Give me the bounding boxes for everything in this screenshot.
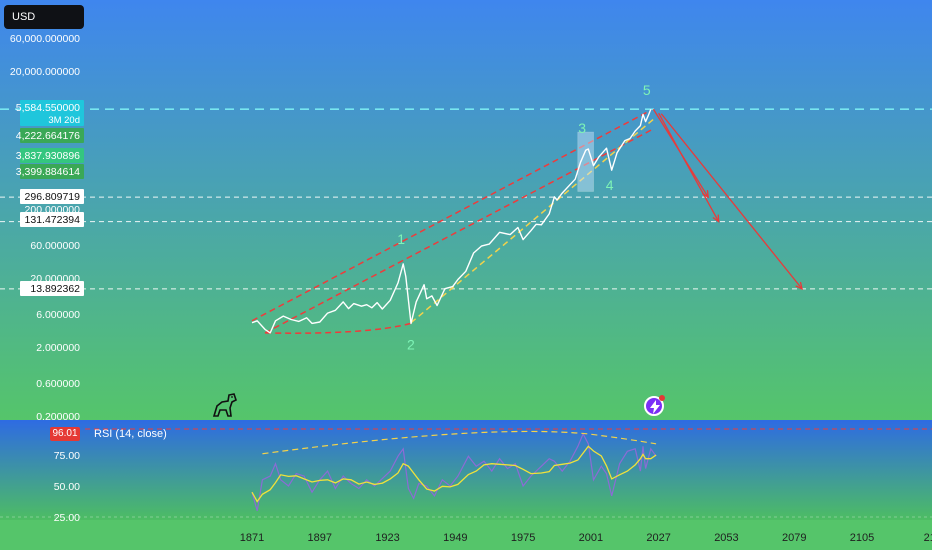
price-badge-label: 131.472394	[25, 214, 81, 226]
price-badge[interactable]	[20, 189, 84, 204]
price-badge[interactable]	[20, 100, 84, 126]
price-badge-label: 3,399.884614	[16, 166, 80, 178]
price-badge[interactable]	[20, 281, 84, 296]
price-axis-tick: 6.000000	[36, 309, 80, 321]
highlight-box[interactable]	[577, 131, 594, 192]
price-axis-tick: 2.000000	[36, 342, 80, 354]
rsi-value-badge: 96.01	[50, 427, 80, 441]
main-pane-background	[0, 0, 932, 420]
arrow-head	[795, 281, 803, 291]
channel-base-curve[interactable]	[265, 322, 412, 334]
wave-label-1: 1	[397, 231, 405, 247]
time-axis-tick: 2079	[782, 532, 806, 544]
price-axis-tick: 20,000.000000	[10, 66, 80, 78]
projection-arrow[interactable]	[658, 112, 720, 222]
time-axis-tick: 1897	[308, 532, 332, 544]
price-axis-tick: 0.200000	[36, 411, 80, 423]
price-badge[interactable]	[20, 212, 84, 227]
time-axis-tick: 1975	[511, 532, 535, 544]
price-badge-sublabel: 3M 20d	[48, 115, 80, 126]
rsi-ma-line[interactable]	[251, 445, 657, 503]
price-series-line[interactable]	[251, 108, 652, 334]
price-badge-label: 5,584.550000	[16, 102, 80, 114]
price-axis-tick: 0.600000	[36, 378, 80, 390]
price-badge[interactable]	[20, 164, 84, 179]
time-axis-tick: 1949	[443, 532, 467, 544]
price-badge-label: 13.892362	[30, 283, 80, 295]
rsi-trendline[interactable]	[262, 430, 657, 455]
time-axis-tick: 1871	[240, 532, 264, 544]
rsi-axis-tick: 25.00	[54, 512, 80, 524]
projection-arrow[interactable]	[660, 113, 803, 290]
time-axis-tick: 21	[924, 532, 932, 544]
time-axis-background	[0, 520, 932, 550]
channel-lower-line[interactable]	[264, 128, 654, 334]
time-axis-tick: 2105	[850, 532, 874, 544]
wave-label-4: 4	[606, 177, 614, 193]
dinosaur-icon	[212, 392, 238, 418]
rsi-pane-background	[0, 420, 932, 520]
inner-channel-line[interactable]	[410, 116, 657, 324]
price-axis-tick: 60.000000	[30, 240, 80, 252]
rsi-line[interactable]	[251, 432, 657, 511]
notification-dot	[659, 395, 665, 401]
price-badge[interactable]	[20, 148, 84, 163]
channel-upper-line[interactable]	[251, 109, 652, 322]
rsi-axis-tick: 50.00	[54, 481, 80, 493]
time-axis-tick: 1923	[375, 532, 399, 544]
price-badge[interactable]	[20, 128, 84, 143]
currency-selector-button[interactable]: USD	[4, 5, 84, 29]
wave-label-5: 5	[643, 82, 651, 98]
price-badge-label: 4,222.664176	[16, 130, 80, 142]
rsi-legend[interactable]: RSI (14, close)	[94, 428, 167, 440]
wave-label-3: 3	[578, 120, 586, 136]
price-badge-label: 3,837.930896	[16, 150, 80, 162]
time-axis-tick: 2001	[579, 532, 603, 544]
time-axis-tick: 2053	[714, 532, 738, 544]
price-badge-label: 296.809719	[25, 191, 81, 203]
flash-event-icon[interactable]	[644, 395, 665, 416]
time-axis-tick: 2027	[646, 532, 670, 544]
wave-label-2: 2	[407, 336, 415, 352]
price-axis-tick: 60,000.000000	[10, 33, 80, 45]
arrow-head	[712, 214, 720, 223]
rsi-axis-tick: 75.00	[54, 450, 80, 462]
